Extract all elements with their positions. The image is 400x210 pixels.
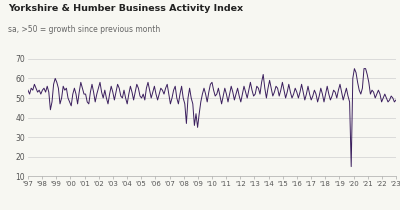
Text: sa, >50 = growth since previous month: sa, >50 = growth since previous month (8, 25, 160, 34)
Text: Yorkshire & Humber Business Activity Index: Yorkshire & Humber Business Activity Ind… (8, 4, 243, 13)
